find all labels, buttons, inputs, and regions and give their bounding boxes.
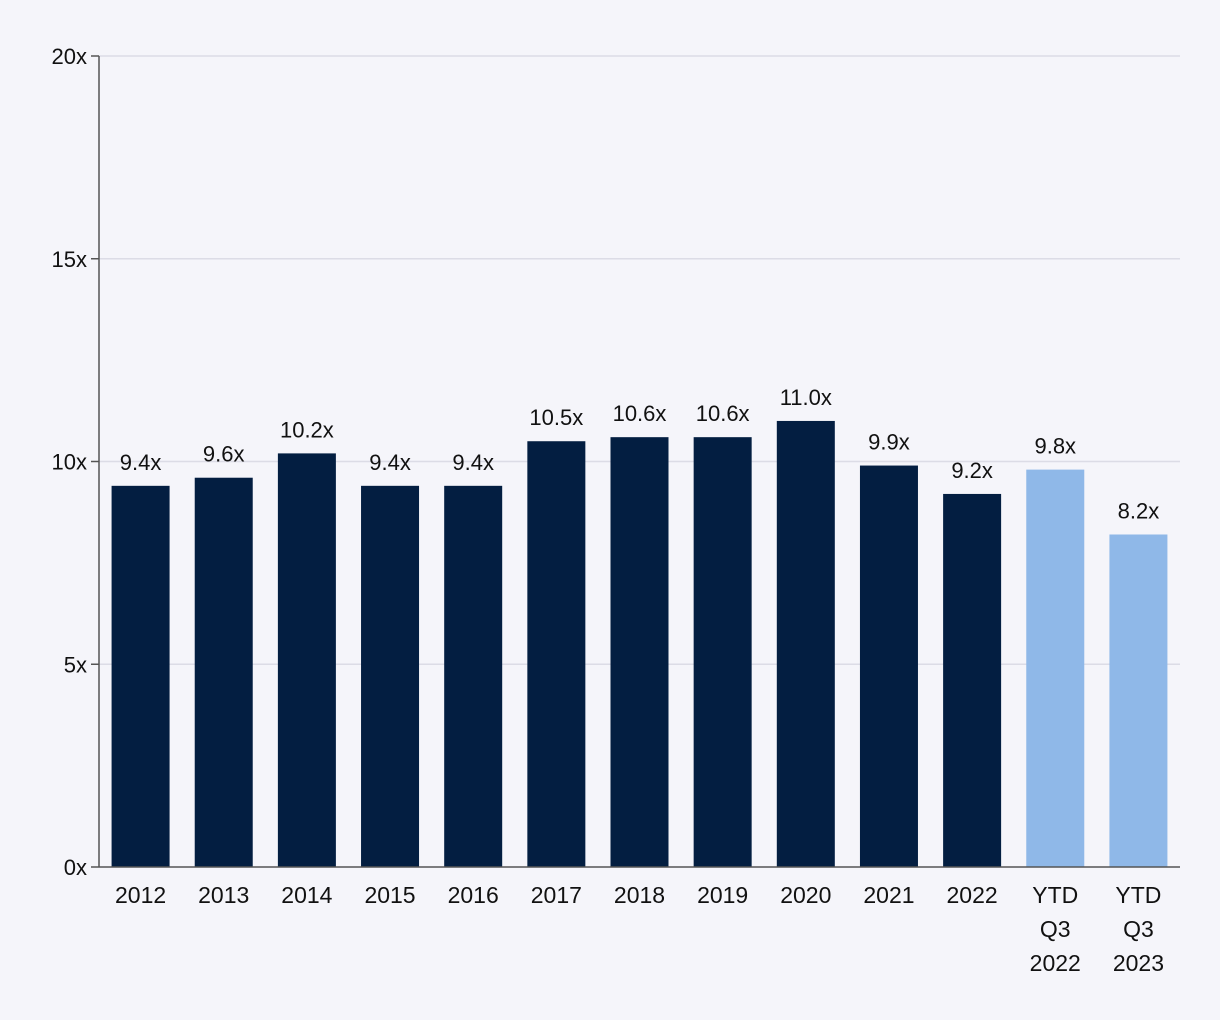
x-tick-label: 2022	[1030, 950, 1081, 976]
y-tick-label: 5x	[64, 652, 87, 677]
data-label: 11.0x	[780, 385, 832, 410]
bar	[444, 485, 503, 867]
x-tick-label: YTD	[1115, 882, 1161, 908]
bar	[859, 465, 918, 867]
x-tick-label: 2023	[1113, 950, 1164, 976]
bar	[776, 420, 835, 867]
bar	[610, 437, 669, 867]
data-label: 9.6x	[203, 442, 245, 467]
data-label: 9.4x	[369, 450, 411, 475]
x-tick-label: 2014	[281, 882, 332, 908]
x-tick-label: YTD	[1032, 882, 1078, 908]
x-tick-label: 2016	[448, 882, 499, 908]
bar	[1026, 469, 1085, 867]
data-label: 9.4x	[452, 450, 494, 475]
x-tick-label: 2017	[531, 882, 582, 908]
bar	[1109, 534, 1168, 867]
y-tick-label: 15x	[52, 247, 87, 272]
bar	[194, 477, 253, 867]
bar	[693, 437, 752, 867]
x-tick-label: 2022	[947, 882, 998, 908]
data-label: 9.8x	[1034, 434, 1076, 459]
y-tick-label: 0x	[64, 855, 87, 880]
data-label: 8.2x	[1118, 498, 1160, 523]
x-tick-label: 2019	[697, 882, 748, 908]
bar	[111, 485, 170, 867]
x-tick-label: 2015	[364, 882, 415, 908]
data-label: 9.4x	[120, 450, 162, 475]
y-tick-label: 20x	[52, 44, 87, 69]
data-label: 9.9x	[868, 430, 910, 455]
bar	[361, 485, 420, 867]
axes	[91, 55, 1180, 868]
y-tick-label: 10x	[52, 450, 87, 475]
x-tick-label: 2012	[115, 882, 166, 908]
data-label: 10.6x	[696, 401, 750, 426]
x-tick-label: 2013	[198, 882, 249, 908]
bar	[943, 493, 1002, 867]
x-tick-label: Q3	[1123, 916, 1154, 942]
x-tick-label: 2020	[780, 882, 831, 908]
bar	[277, 453, 336, 867]
x-tick-label: Q3	[1040, 916, 1071, 942]
bar	[527, 441, 586, 867]
data-label: 10.2x	[280, 417, 334, 442]
data-label: 10.6x	[613, 401, 667, 426]
x-tick-label: 2021	[863, 882, 914, 908]
labels: 0x 5x 10x 15x 20x 9.4x 2012 9.6x 2013 10.2x 2014 9.…	[52, 44, 1164, 976]
bars	[111, 420, 1168, 867]
data-label: 10.5x	[529, 405, 583, 430]
data-label: 9.2x	[951, 458, 993, 483]
x-tick-label: 2018	[614, 882, 665, 908]
